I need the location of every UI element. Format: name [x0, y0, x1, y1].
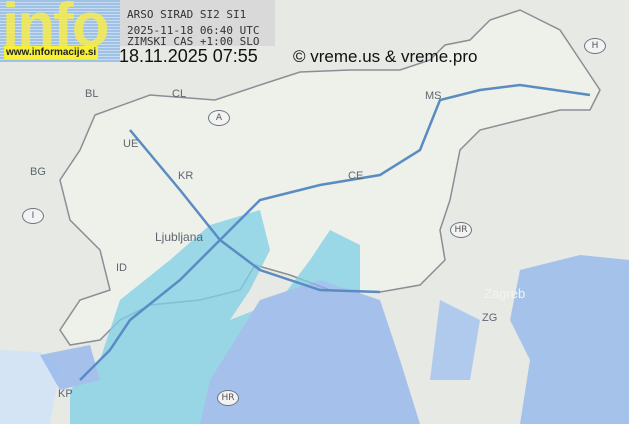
label-bl: BL [85, 88, 99, 100]
label-ljubljana: Ljubljana [155, 230, 204, 244]
label-zagreb: Zagreb [484, 286, 526, 301]
label-ce: CE [348, 170, 364, 182]
label-kp: KP [58, 388, 73, 400]
website-link[interactable]: www.informacije.si [4, 46, 99, 59]
radar-echoes [40, 210, 629, 424]
label-zg: ZG [482, 312, 498, 324]
label-bg: BG [30, 166, 46, 178]
radar-time-utc: 2025-11-18 06:40 UTC [127, 24, 260, 37]
label-ms: MS [425, 90, 442, 102]
label-id: ID [116, 262, 127, 274]
label-h: H [584, 38, 606, 54]
copyright: © vreme.us & vreme.pro [293, 47, 478, 66]
radar-timezone: ZIMSKI CAS +1:00 SLO [127, 35, 260, 48]
label-cl: CL [172, 88, 187, 100]
highway [79, 83, 591, 381]
label-hr-2: HR [217, 390, 239, 406]
timestamp: 18.11.2025 07:55 [119, 46, 258, 66]
radar-source: ARSO SIRAD SI2 SI1 [127, 8, 247, 21]
label-i: I [22, 208, 44, 224]
label-a: A [208, 110, 230, 126]
sea [0, 350, 60, 424]
label-kr: KR [178, 170, 194, 182]
label-ue: UE [123, 138, 139, 150]
label-hr-1: HR [450, 222, 472, 238]
radar-info-box [120, 0, 275, 46]
